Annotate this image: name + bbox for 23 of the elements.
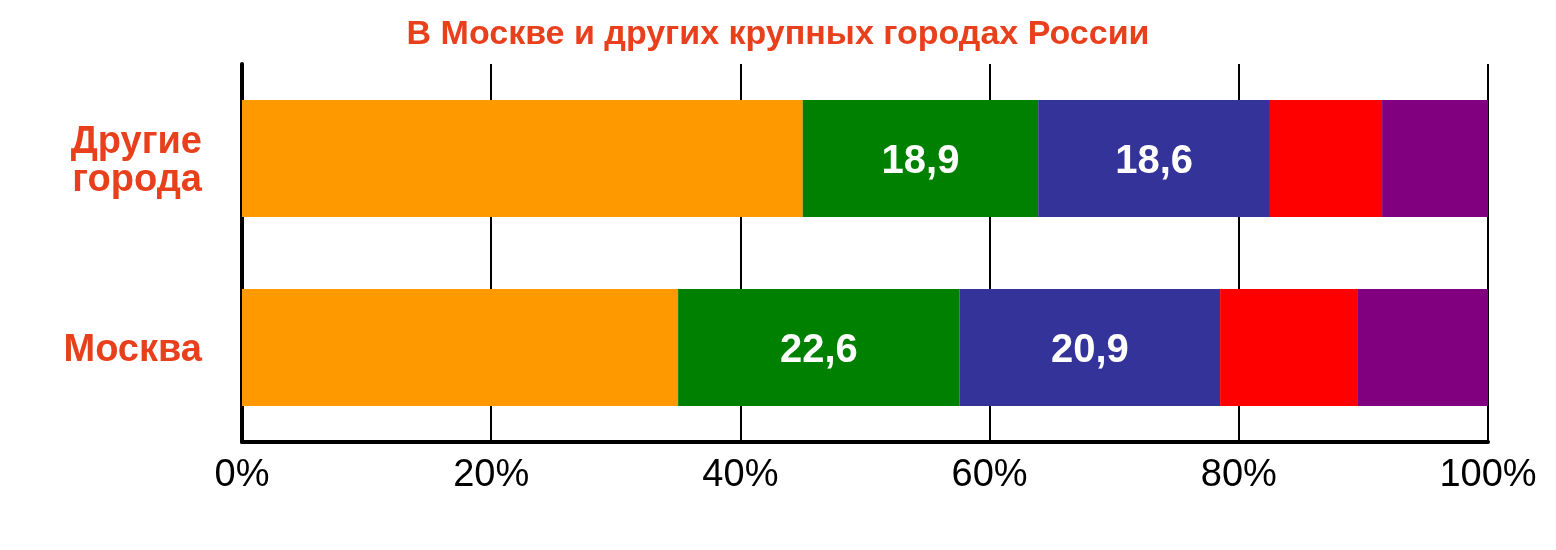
data-label: 20,9 [1050,325,1129,370]
x-tick-label: 40% [702,452,779,494]
bar [678,288,960,407]
bar [1269,99,1383,218]
x-tick-label: 100% [1439,452,1537,494]
data-label: 18,9 [881,136,960,181]
chart-title: В Москве и других крупных городах России [406,13,1150,51]
bar [959,288,1221,407]
bar [1357,288,1488,407]
x-tick-label: 80% [1200,452,1277,494]
x-tick-label: 60% [951,452,1028,494]
y-tick-label: Москва [63,326,203,369]
bar [1220,288,1358,407]
x-tick-label: 20% [453,452,530,494]
y-tick-label: Другие города [70,118,203,199]
data-label: 18,6 [1115,136,1193,181]
bar [242,99,803,218]
x-tick-label: 0% [214,452,270,494]
bar [802,99,1039,218]
bar [1382,99,1488,218]
data-label: 22,6 [779,325,858,370]
bar [1038,99,1270,218]
bar [242,288,679,407]
